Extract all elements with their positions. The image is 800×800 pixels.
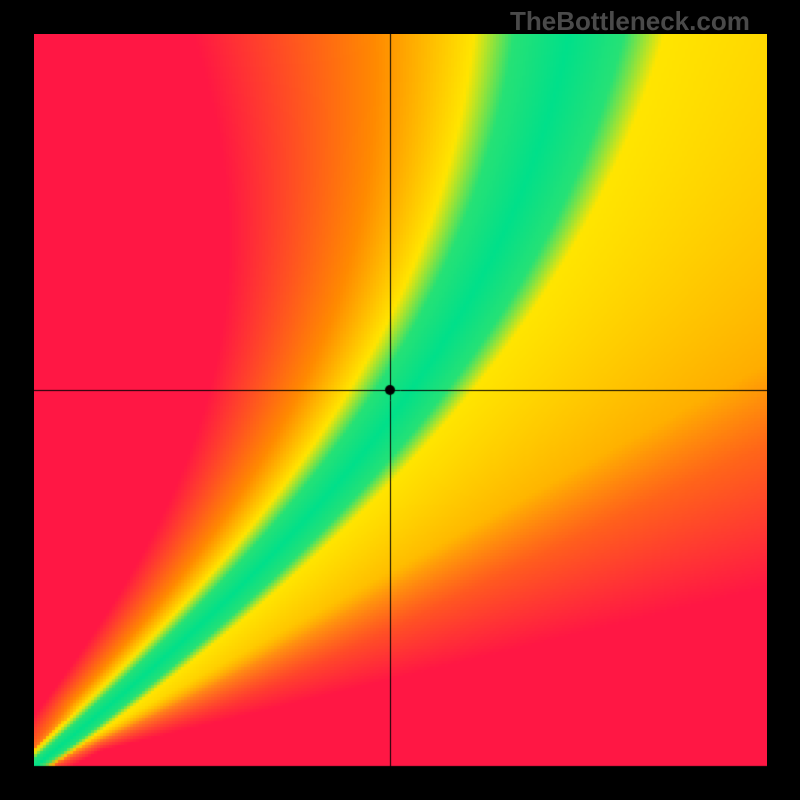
bottleneck-heatmap [34,34,767,767]
watermark-text: TheBottleneck.com [510,6,750,37]
chart-container: TheBottleneck.com [0,0,800,800]
